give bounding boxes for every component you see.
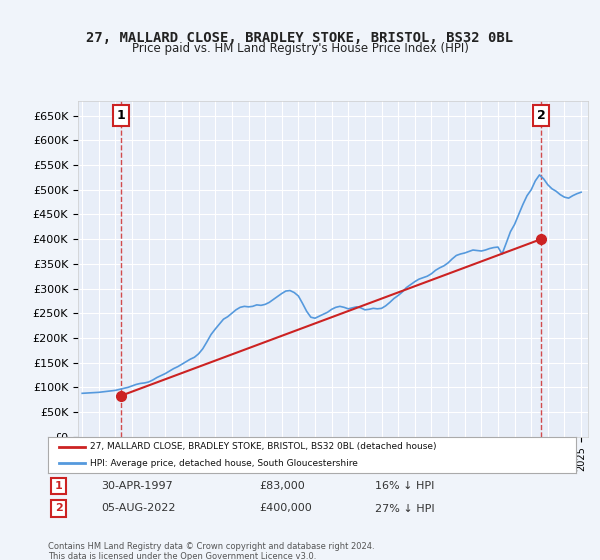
- Text: Contains HM Land Registry data © Crown copyright and database right 2024.
This d: Contains HM Land Registry data © Crown c…: [48, 542, 374, 560]
- Text: 1: 1: [55, 481, 62, 491]
- Text: 1: 1: [116, 109, 125, 122]
- Text: 27, MALLARD CLOSE, BRADLEY STOKE, BRISTOL, BS32 0BL: 27, MALLARD CLOSE, BRADLEY STOKE, BRISTO…: [86, 31, 514, 45]
- Text: 2: 2: [536, 109, 545, 122]
- Text: 27, MALLARD CLOSE, BRADLEY STOKE, BRISTOL, BS32 0BL (detached house): 27, MALLARD CLOSE, BRADLEY STOKE, BRISTO…: [90, 442, 437, 451]
- Text: 16% ↓ HPI: 16% ↓ HPI: [376, 481, 435, 491]
- Text: 27% ↓ HPI: 27% ↓ HPI: [376, 503, 435, 514]
- Text: Price paid vs. HM Land Registry's House Price Index (HPI): Price paid vs. HM Land Registry's House …: [131, 42, 469, 55]
- Text: 30-APR-1997: 30-APR-1997: [101, 481, 173, 491]
- Text: 05-AUG-2022: 05-AUG-2022: [101, 503, 175, 514]
- Text: £400,000: £400,000: [259, 503, 312, 514]
- Text: 2: 2: [55, 503, 62, 514]
- Text: £83,000: £83,000: [259, 481, 305, 491]
- Text: HPI: Average price, detached house, South Gloucestershire: HPI: Average price, detached house, Sout…: [90, 459, 358, 468]
